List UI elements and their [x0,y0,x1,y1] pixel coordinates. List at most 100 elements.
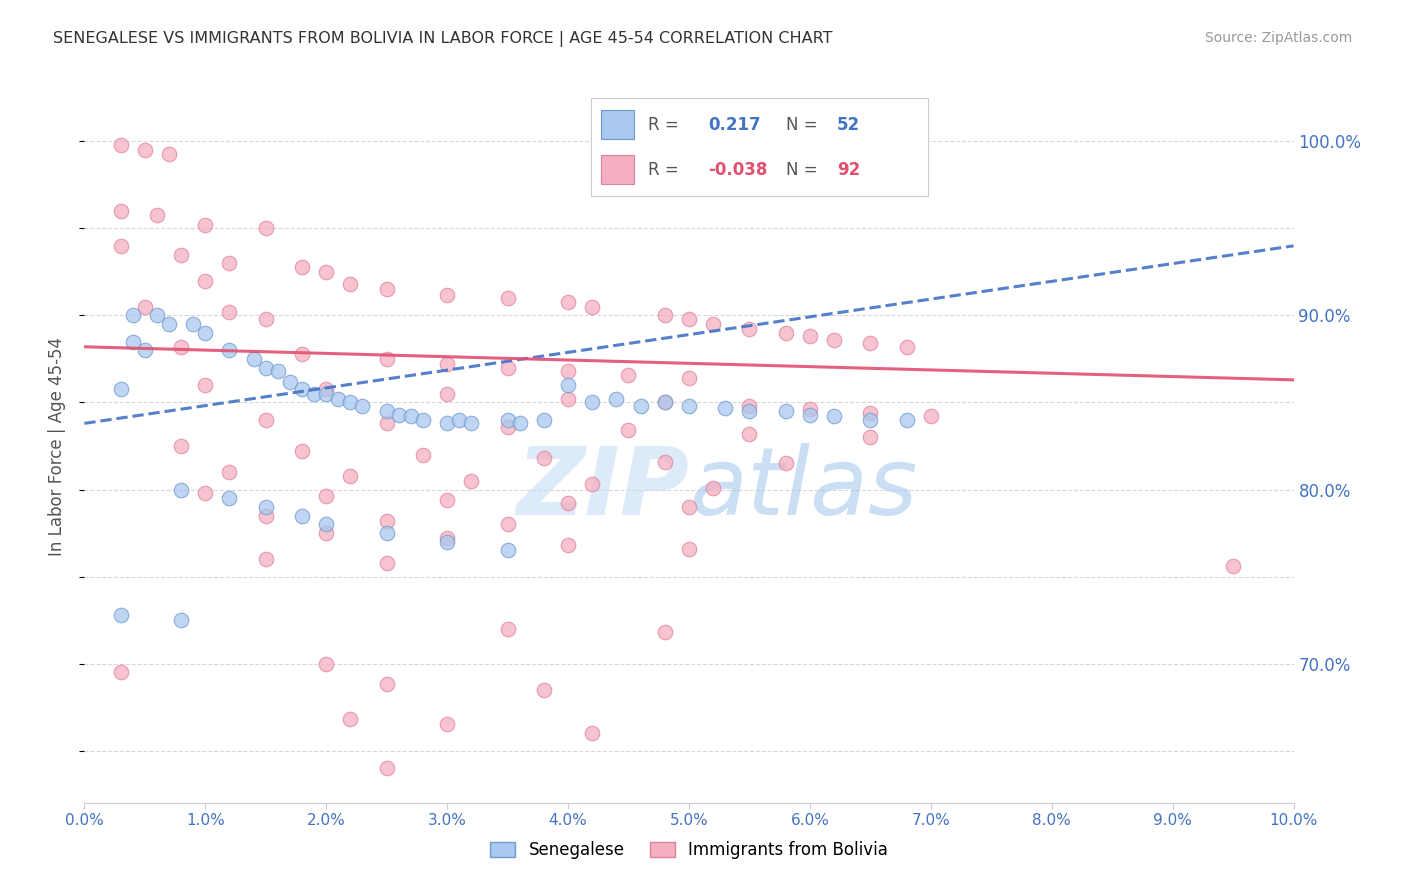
Point [194,486,217,500]
Point [194,378,217,392]
Point [315,657,337,671]
Point [714,401,737,415]
Point [557,378,579,392]
Point [581,395,603,409]
Point [302,386,325,401]
Point [375,417,398,431]
Point [678,500,700,514]
Text: 0.217: 0.217 [709,116,761,134]
Point [146,309,169,323]
Point [436,534,458,549]
Point [509,417,531,431]
Text: 52: 52 [837,116,860,134]
Point [738,322,761,336]
Point [823,333,845,347]
Point [617,368,640,382]
Point [291,260,314,274]
Point [678,399,700,413]
Point [267,364,290,378]
Point [254,500,277,514]
Point [557,364,579,378]
Point [291,444,314,458]
Point [617,423,640,437]
Point [436,717,458,731]
Point [859,336,882,351]
Point [533,413,555,427]
Point [412,448,434,462]
Point [218,305,240,319]
Point [315,265,337,279]
Point [110,665,132,680]
Text: R =: R = [648,116,679,134]
Point [134,143,156,157]
Point [110,137,132,152]
Point [254,552,277,566]
Point [738,399,761,413]
Point [496,413,519,427]
Point [134,300,156,314]
Point [242,351,264,366]
Point [654,309,676,323]
Point [110,382,132,396]
Point [254,312,277,326]
Point [738,404,761,418]
Point [375,404,398,418]
Point [315,526,337,541]
Point [218,465,240,479]
Point [218,491,240,506]
Point [605,392,627,406]
Point [896,340,918,354]
Point [110,239,132,253]
Point [110,607,132,622]
Point [581,726,603,740]
Point [146,207,169,221]
Point [775,326,797,340]
Point [218,343,240,358]
Point [436,287,458,301]
Point [315,386,337,401]
Point [557,392,579,406]
Point [375,677,398,691]
Point [557,496,579,510]
Point [170,613,193,627]
Point [412,413,434,427]
Point [375,526,398,541]
Point [157,146,180,161]
Text: -0.038: -0.038 [709,161,768,178]
Point [775,457,797,471]
Point [170,483,193,497]
Text: N =: N = [786,116,818,134]
Point [315,382,337,396]
Point [678,541,700,556]
Point [436,492,458,507]
Point [339,277,361,292]
Point [581,300,603,314]
Point [375,351,398,366]
Point [799,402,821,417]
Point [702,317,724,331]
Point [449,413,471,427]
Point [581,477,603,491]
Point [799,408,821,422]
Point [134,343,156,358]
Y-axis label: In Labor Force | Age 45-54: In Labor Force | Age 45-54 [48,336,66,556]
Point [218,256,240,270]
Text: atlas: atlas [689,443,917,534]
Text: ZIP: ZIP [516,442,689,535]
Point [328,392,350,406]
Point [799,329,821,343]
Point [254,508,277,523]
Point [436,357,458,371]
Point [738,426,761,441]
Point [920,409,942,424]
Point [496,360,519,375]
Point [533,682,555,697]
Point [859,406,882,420]
Point [654,625,676,640]
Point [496,291,519,305]
Point [170,247,193,261]
Point [181,317,204,331]
Point [859,413,882,427]
Point [496,420,519,434]
Point [678,371,700,385]
